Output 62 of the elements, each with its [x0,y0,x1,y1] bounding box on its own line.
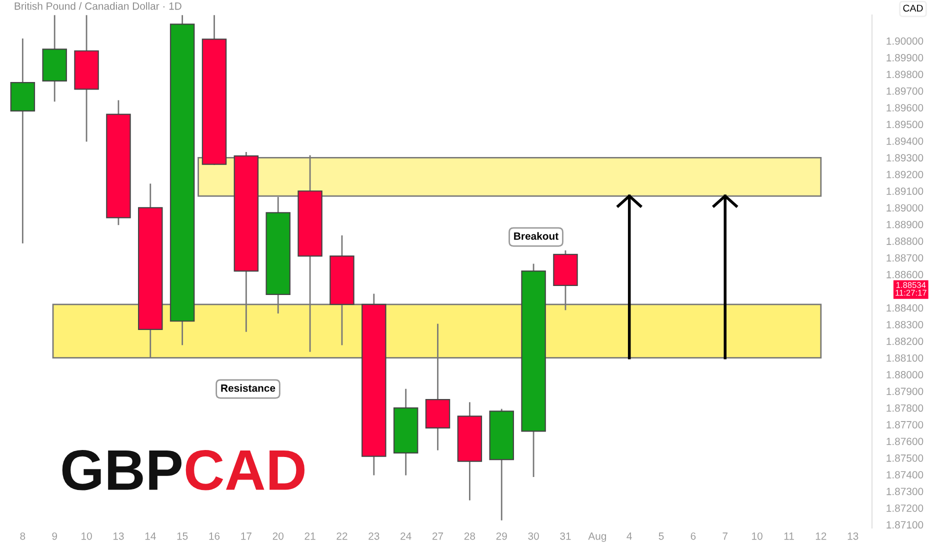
y-tick-label: 1.90000 [886,37,924,45]
x-tick-label: 13 [113,532,124,540]
y-tick-label: 1.88400 [886,304,924,312]
x-tick-label: 7 [722,532,728,540]
x-tick-label: 4 [626,532,632,540]
y-tick-label: 1.89400 [886,137,924,145]
x-tick-label: 10 [752,532,762,540]
x-tick-label: 30 [528,532,539,540]
x-tick-label: 12 [816,532,826,540]
annotation: Breakout [514,232,558,240]
x-tick-label: 29 [496,532,507,540]
x-tick-label: 31 [560,532,571,540]
y-tick-label: 1.87700 [886,421,924,428]
x-tick-label: 15 [177,532,188,540]
y-tick-label: 1.89500 [886,120,924,128]
y-tick-label: 1.89200 [886,170,924,178]
annotation: GBPCAD [62,450,304,490]
y-tick-label: 1.89300 [886,154,924,162]
y-tick-label: 1.89000 [886,204,924,212]
x-tick-label: Aug [588,532,606,542]
y-tick-label: 1.87500 [886,454,924,462]
annotation: Resistance [221,384,276,392]
y-tick-label: 1.89900 [886,54,924,62]
y-tick-label: 1.88200 [886,338,924,346]
x-tick-label: 5 [658,532,664,540]
y-tick-label: 1.88800 [886,238,924,245]
y-tick-label: 1.89600 [886,104,924,112]
x-tick-label: 22 [336,532,348,540]
x-tick-label: 17 [241,532,252,540]
y-tick-label: 1.89800 [886,70,924,78]
x-tick-label: 8 [20,532,26,540]
x-tick-label: 23 [368,532,380,540]
y-tick-label: 1.87600 [886,438,924,446]
x-tick-label: 28 [464,532,476,540]
x-tick-label: 9 [52,532,58,540]
y-tick-label: 1.88100 [886,354,924,362]
x-tick-label: 13 [848,532,858,540]
y-tick-label: 1.88300 [886,320,924,328]
x-tick-label: 11 [784,532,794,540]
text: 1.88534 11:27:17 [896,282,926,296]
x-tick-label: 21 [304,532,316,540]
x-tick-label: 14 [145,532,156,540]
x-tick-label: 6 [690,532,696,540]
x-tick-label: 24 [400,532,412,540]
y-tick-label: 1.88700 [886,254,924,262]
y-tick-label: 1.87300 [886,488,924,496]
x-tick-label: 27 [432,532,444,540]
x-tick-label: 20 [272,532,284,540]
y-tick-label: 1.89700 [886,87,924,95]
y-tick-label: 1.88900 [886,220,924,228]
y-tick-label: 1.88600 [886,270,924,278]
y-tick-label: 1.87800 [886,404,924,412]
x-tick-label: 16 [209,532,220,540]
y-axis-title: CAD [903,4,923,12]
y-tick-label: 1.89100 [886,188,924,195]
chart-title: British Pound / Canadian Dollar · 1D [14,2,182,10]
y-tick-label: 1.87100 [886,521,924,529]
y-tick-label: 1.87400 [886,471,924,478]
x-tick-label: 10 [82,532,92,540]
y-tick-label: 1.88000 [886,371,924,378]
y-tick-label: 1.87200 [886,504,924,512]
y-tick-label: 1.87900 [886,388,924,396]
